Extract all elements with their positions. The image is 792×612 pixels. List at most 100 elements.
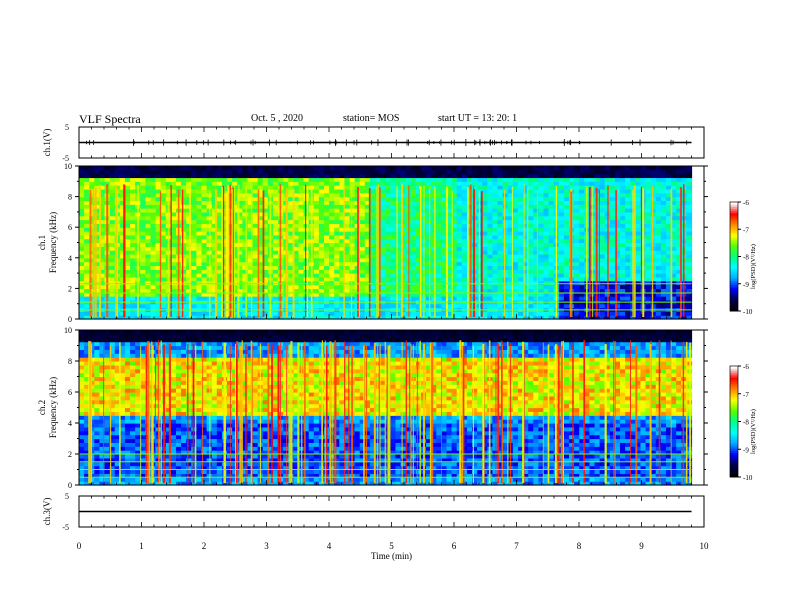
ch1-spec-cell xyxy=(288,273,294,278)
ch1-spec-cell xyxy=(543,177,550,182)
ch1-spec-cell xyxy=(650,296,657,301)
ch1-spec-cell xyxy=(385,250,391,255)
ch1-spec-cell xyxy=(247,166,254,171)
ch1-spec-cell xyxy=(451,292,458,297)
ch1-spec-cell xyxy=(150,242,157,247)
ch1-spec-cell xyxy=(267,177,274,182)
ch1-spec-cell xyxy=(436,242,442,247)
ch1-spec-cell xyxy=(364,200,371,205)
ch1-spec-cell xyxy=(380,276,386,282)
ch1-spec-cell xyxy=(329,246,335,251)
ch1-spec-cell xyxy=(523,196,529,202)
ch1-spec-cell xyxy=(201,280,208,286)
ch1-spec-cell xyxy=(313,257,320,263)
ch1-spec-cell xyxy=(635,200,642,205)
ch1-spec-cell xyxy=(487,269,494,274)
ch1-spec-cell xyxy=(395,227,402,232)
ch1-spec-cell xyxy=(614,177,621,182)
ch1-spec-cell xyxy=(676,219,682,224)
ch1-spec-cell xyxy=(507,188,514,194)
ch1-spec-cell xyxy=(466,223,473,228)
ch1-spec-cell xyxy=(334,181,340,186)
ch1-spec-cell xyxy=(620,273,626,278)
ch1-spec-cell xyxy=(293,257,300,263)
ch1-spec-cell xyxy=(548,238,555,244)
ch1-spec-cell xyxy=(441,296,448,301)
ch1-spec-cell xyxy=(579,234,585,240)
ch1-spec-cell xyxy=(660,173,667,179)
ch1-spec-cell xyxy=(446,238,453,244)
ch1-spec-cell xyxy=(344,208,351,213)
ch1-spec-cell xyxy=(451,215,458,221)
ch1-spec-cell xyxy=(165,177,172,182)
ch1-spec-cell xyxy=(415,188,422,194)
ch1-spec-cell xyxy=(155,261,162,267)
ch1-spec-cell xyxy=(364,227,371,232)
ch1-spec-cell xyxy=(227,181,233,186)
ch1-spec-cell xyxy=(523,231,529,236)
ch1-spec-cell xyxy=(625,173,631,179)
ch1-spec-cell xyxy=(303,177,310,182)
ch1-spec-cell xyxy=(288,185,294,190)
ch1-spec-cell xyxy=(625,265,631,270)
ch1-spec-cell xyxy=(497,292,504,297)
ch1-spec-cell xyxy=(635,223,642,228)
ch1-spec-cell xyxy=(410,261,417,267)
ch1-spec-cell xyxy=(497,208,504,213)
ch1-spec-cell xyxy=(196,273,203,278)
ch1-spec-cell xyxy=(313,185,320,190)
ch1-spec-cell xyxy=(145,219,152,224)
ch1-spec-cell xyxy=(599,257,606,263)
ch1-spec-cell xyxy=(395,188,402,194)
ch1-spec-cell xyxy=(262,261,269,267)
ch1-spec-cell xyxy=(400,208,407,213)
ch1-spec-cell xyxy=(298,303,305,309)
ch1-spec-cell xyxy=(395,296,402,301)
ch1-spec-cell xyxy=(288,261,294,267)
ch1-spec-cell xyxy=(150,196,157,202)
ch1-spec-cell xyxy=(334,280,340,286)
ch1-spec-cell xyxy=(671,280,677,286)
ch1-spec-cell xyxy=(492,219,499,224)
ch1-spec-cell xyxy=(196,238,203,244)
ch1-spec-cell xyxy=(170,238,177,244)
ch1-spec-cell xyxy=(574,204,580,209)
ch1-spec-cell xyxy=(594,315,601,320)
ch1-spec-cell xyxy=(150,276,157,282)
ch1-spec-cell xyxy=(523,303,529,309)
ch1-spec-cell xyxy=(614,280,621,286)
ch1-spec-cell xyxy=(441,284,448,289)
ch1-spec-cell xyxy=(288,257,294,263)
ch1-spec-cell xyxy=(676,215,682,221)
ch1-spec-cell xyxy=(431,169,437,175)
ch1-spec-cell xyxy=(655,253,662,259)
ch1-spec-cell xyxy=(635,204,642,209)
ch1-spec-cell xyxy=(482,204,488,209)
ch1-spec-cell xyxy=(242,196,249,202)
ch1-spec-cell xyxy=(272,280,279,286)
ch1-spec-cell xyxy=(441,231,448,236)
ch1-spec-cell xyxy=(339,200,346,205)
ch1-spec-cell xyxy=(635,265,642,270)
ch1-spec-cell xyxy=(211,280,218,286)
ch1-spec-cell xyxy=(140,234,146,240)
ch1-spec-cell xyxy=(155,303,162,309)
ch1-spec-cell xyxy=(645,166,652,171)
ch1-spec-cell xyxy=(507,257,514,263)
ch1-spec-cell xyxy=(293,223,300,228)
ch1-spec-cell xyxy=(671,303,677,309)
ch1-spec-cell xyxy=(288,303,294,309)
ch1-spec-cell xyxy=(665,215,672,221)
ch1-spec-cell xyxy=(533,196,539,202)
ch1-spec-cell xyxy=(160,253,167,259)
ch1-spec-cell xyxy=(558,166,565,171)
ch1-spec-cell xyxy=(558,253,565,259)
ch1-spec-cell xyxy=(676,284,682,289)
ch1-spec-cell xyxy=(298,231,305,236)
ch1-spec-cell xyxy=(211,173,218,179)
ch1-spec-cell xyxy=(512,265,519,270)
ch1-spec-cell xyxy=(645,257,652,263)
ch1-spec-cell xyxy=(482,311,488,316)
ch1-spec-cell xyxy=(665,185,672,190)
